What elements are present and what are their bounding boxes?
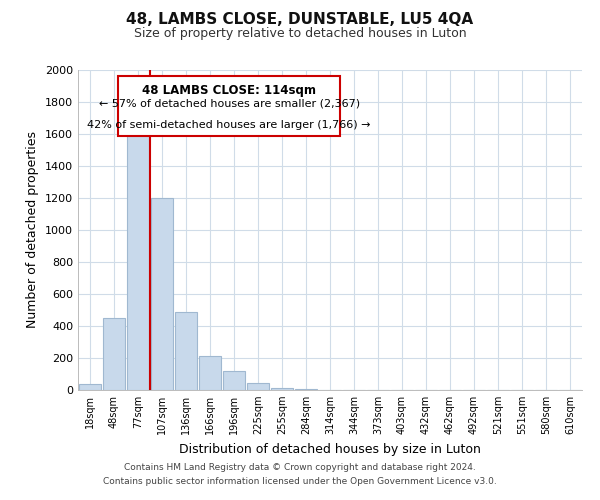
Text: Contains HM Land Registry data © Crown copyright and database right 2024.: Contains HM Land Registry data © Crown c… — [124, 464, 476, 472]
Text: 48 LAMBS CLOSE: 114sqm: 48 LAMBS CLOSE: 114sqm — [142, 84, 316, 98]
Bar — [79, 384, 101, 390]
FancyBboxPatch shape — [118, 76, 340, 136]
Bar — [271, 388, 293, 390]
Bar — [151, 198, 173, 390]
Y-axis label: Number of detached properties: Number of detached properties — [26, 132, 40, 328]
Bar — [223, 371, 245, 390]
Text: 48, LAMBS CLOSE, DUNSTABLE, LU5 4QA: 48, LAMBS CLOSE, DUNSTABLE, LU5 4QA — [127, 12, 473, 28]
Bar — [127, 132, 149, 390]
Bar — [199, 356, 221, 390]
Text: Size of property relative to detached houses in Luton: Size of property relative to detached ho… — [134, 28, 466, 40]
X-axis label: Distribution of detached houses by size in Luton: Distribution of detached houses by size … — [179, 442, 481, 456]
Text: ← 57% of detached houses are smaller (2,367): ← 57% of detached houses are smaller (2,… — [98, 98, 360, 108]
Text: Contains public sector information licensed under the Open Government Licence v3: Contains public sector information licen… — [103, 477, 497, 486]
Bar — [295, 389, 317, 390]
Text: 42% of semi-detached houses are larger (1,766) →: 42% of semi-detached houses are larger (… — [88, 120, 371, 130]
Bar — [247, 383, 269, 390]
Bar — [103, 318, 125, 390]
Bar — [175, 312, 197, 390]
